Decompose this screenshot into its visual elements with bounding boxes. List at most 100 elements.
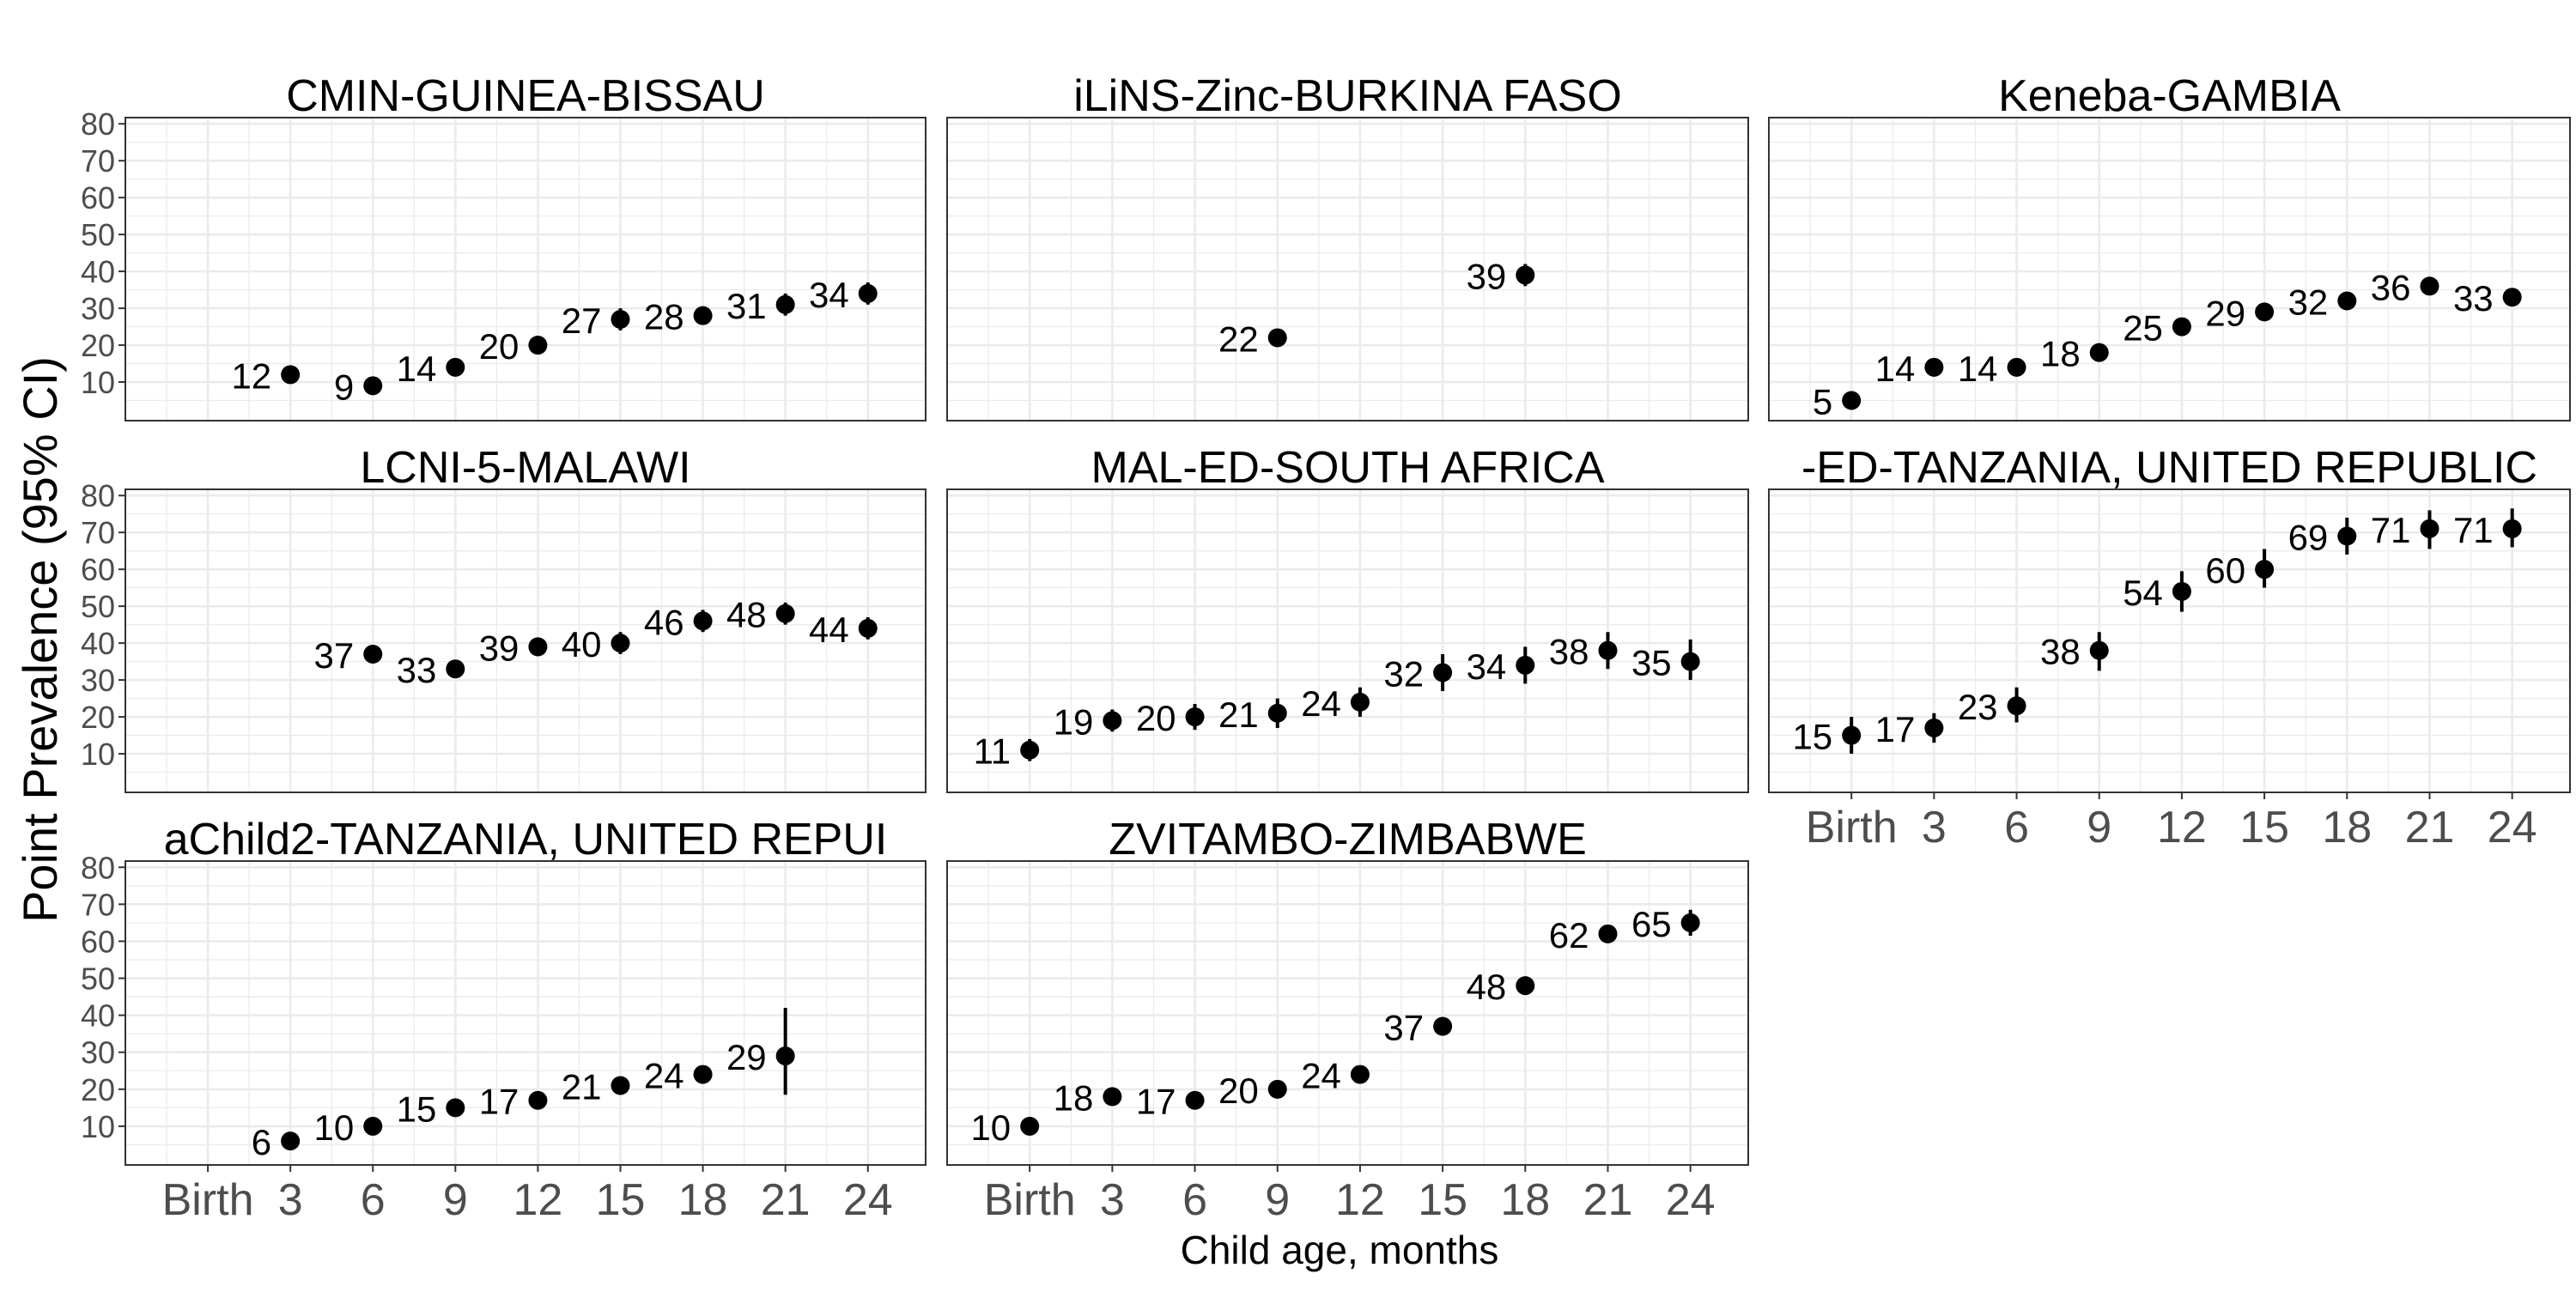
y-tick-label: 10 <box>81 365 115 400</box>
y-tick-label: 20 <box>81 700 115 735</box>
y-tick-label: 40 <box>81 254 115 289</box>
data-point <box>775 604 795 623</box>
x-tick-label: 6 <box>2004 803 2029 852</box>
y-tick-label: 10 <box>81 737 115 772</box>
x-tick-label: 3 <box>1922 803 1947 852</box>
data-point <box>611 309 630 329</box>
data-label: 48 <box>1467 967 1507 1007</box>
data-label: 69 <box>2288 518 2329 558</box>
panel-border <box>125 488 927 793</box>
x-tick-label: 3 <box>278 1175 303 1225</box>
facet-panel: 22 39 iLiNS-Zinc-BURKINA FASO <box>946 71 1749 422</box>
data-label: 29 <box>726 1037 767 1077</box>
panel-background <box>1769 489 2570 792</box>
data-point <box>363 645 383 664</box>
x-tick-label: 12 <box>1335 1175 1385 1225</box>
data-label: 36 <box>2371 267 2411 307</box>
data-point <box>1516 265 1535 285</box>
data-point <box>1433 1016 1453 1036</box>
data-label: 5 <box>1813 382 1832 422</box>
data-label: 10 <box>970 1107 1011 1148</box>
x-tick-label: Birth <box>1806 803 1898 852</box>
data-label: 10 <box>314 1107 355 1148</box>
panel-border <box>1768 488 2571 793</box>
data-label: 62 <box>1549 915 1589 955</box>
data-point <box>281 365 301 385</box>
data-point <box>611 634 630 653</box>
y-tick-label: 70 <box>81 515 115 550</box>
data-label: 40 <box>562 624 602 664</box>
data-label: 31 <box>726 286 767 326</box>
data-label: 34 <box>809 275 849 315</box>
data-label: 18 <box>2040 334 2081 374</box>
x-tick-label: 24 <box>843 1175 893 1225</box>
data-label: 33 <box>2453 278 2494 318</box>
data-point <box>1924 357 1944 377</box>
data-label: 24 <box>1301 1056 1341 1096</box>
facet-title-group: aChild2-TANZANIA, UNITED REPUI <box>164 815 888 861</box>
data-point <box>2502 288 2522 307</box>
data-point <box>1598 640 1618 660</box>
facet-title: iLiNS-Zinc-BURKINA FASO <box>1073 71 1622 121</box>
x-tick-label: 15 <box>1418 1175 1467 1225</box>
data-label: 20 <box>479 326 519 367</box>
data-point <box>1924 718 1944 737</box>
data-point <box>2089 343 2109 362</box>
data-label: 21 <box>562 1067 602 1107</box>
data-point <box>281 1131 301 1151</box>
x-tick-label: 12 <box>2157 803 2207 852</box>
data-label: 34 <box>1467 646 1507 687</box>
data-point <box>446 659 465 679</box>
y-tick-label: 30 <box>81 291 115 326</box>
data-label: 11 <box>974 731 1012 772</box>
y-axis-title: Point Prevalence (95% CI) <box>13 356 67 923</box>
data-label: 32 <box>2288 282 2329 322</box>
data-label: 38 <box>2040 632 2081 672</box>
data-point <box>2007 696 2026 716</box>
x-tick-label: 9 <box>1265 1175 1290 1225</box>
data-point <box>1267 328 1287 348</box>
data-label: 54 <box>2123 573 2163 613</box>
y-tick-label: 50 <box>81 961 115 997</box>
x-tick-label: 18 <box>1500 1175 1550 1225</box>
data-label: 44 <box>809 610 849 650</box>
data-label: 24 <box>1301 683 1341 724</box>
facet-panel: 5 14 14 18 25 29 32 36 33 Keneba-GAMBIA <box>1768 71 2571 422</box>
facet-title: ZVITAMBO-ZIMBABWE <box>1109 815 1587 864</box>
facet-title: CMIN-GUINEA-BISSAU <box>286 71 765 121</box>
data-label: 17 <box>479 1082 519 1122</box>
data-label: 38 <box>1549 632 1589 672</box>
data-label: 18 <box>1054 1077 1094 1118</box>
data-point <box>1680 652 1700 671</box>
x-tick-label: 21 <box>761 1175 811 1225</box>
data-point <box>693 306 713 325</box>
y-tick-label: 80 <box>81 850 115 885</box>
data-label: 20 <box>1136 698 1176 738</box>
data-point <box>363 1116 383 1136</box>
panel-border <box>125 860 927 1166</box>
data-label: 24 <box>644 1056 684 1096</box>
data-label: 15 <box>397 1089 437 1129</box>
panel-border <box>946 117 1749 422</box>
data-label: 20 <box>1218 1071 1259 1111</box>
facet-title-group: -ED-TANZANIA, UNITED REPUBLIC <box>1801 443 2537 489</box>
facet-title-group: CMIN-GUINEA-BISSAU <box>286 71 765 121</box>
x-tick-label: 15 <box>596 1175 646 1225</box>
data-label: 37 <box>1383 1008 1424 1048</box>
data-label: 19 <box>1054 701 1094 742</box>
data-label: 14 <box>1958 349 1998 389</box>
data-point <box>446 357 465 377</box>
data-label: 60 <box>2205 550 2245 591</box>
y-tick-label: 80 <box>81 106 115 142</box>
data-point <box>858 618 878 638</box>
facet-title: MAL-ED-SOUTH AFRICA <box>1091 443 1604 493</box>
data-point <box>1433 663 1453 682</box>
data-label: 37 <box>314 635 355 676</box>
panel-border <box>946 488 1749 793</box>
data-point <box>2089 640 2109 660</box>
data-point <box>528 336 548 355</box>
data-label: 9 <box>334 367 354 407</box>
y-tick-label: 70 <box>81 887 115 922</box>
